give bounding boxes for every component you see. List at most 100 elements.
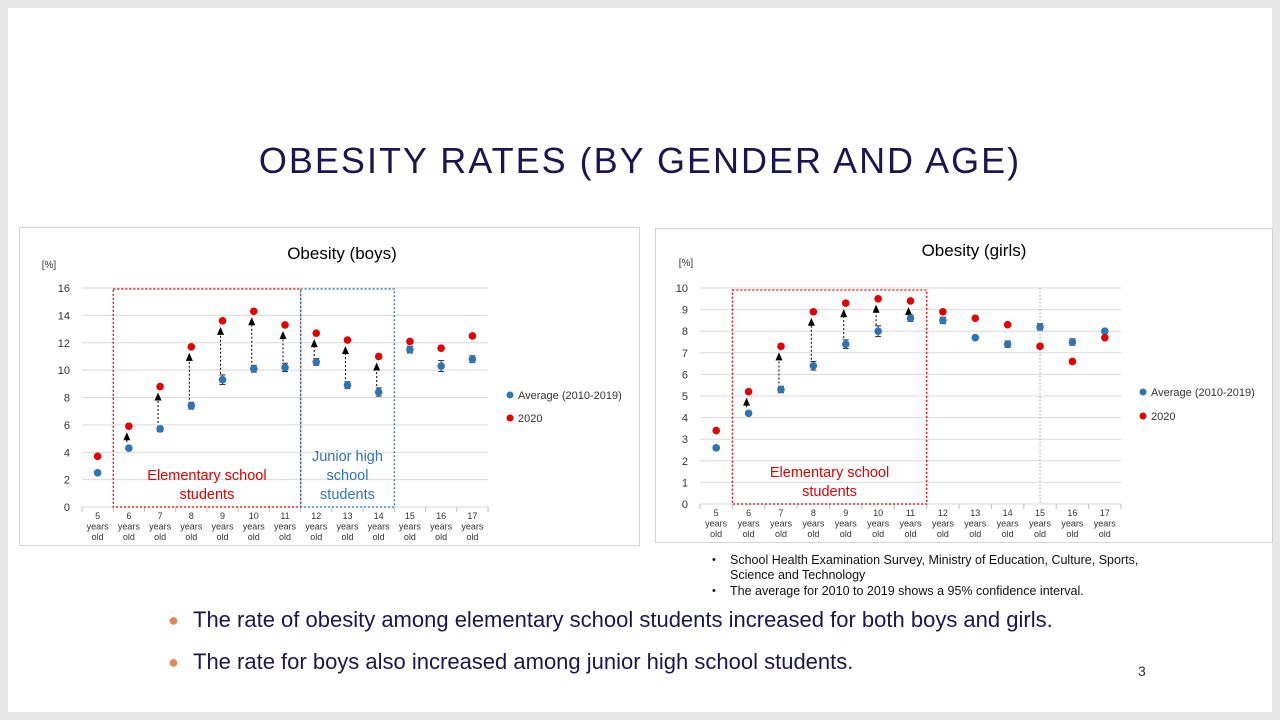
y-tick-label: 2 (64, 475, 70, 487)
ci-note: The average for 2010 to 2019 shows a 95%… (712, 584, 1172, 599)
x-tick-label: old (185, 532, 197, 542)
y-tick-label: 10 (58, 365, 70, 377)
x-tick-label: old (710, 529, 722, 539)
y2020-point (906, 297, 915, 305)
average-point (1003, 340, 1012, 348)
x-tick-label: 6 (126, 511, 131, 521)
y-tick-label: 6 (64, 420, 70, 432)
x-tick-label: 15 (405, 511, 415, 521)
x-tick-label: 8 (811, 508, 816, 518)
chart-title: Obesity (boys) (287, 244, 397, 263)
x-tick-label: 12 (311, 511, 321, 521)
average-point (312, 358, 321, 366)
group-label: Elementary school (147, 468, 266, 484)
increase-arrowhead (341, 346, 349, 355)
x-tick-label: years (705, 519, 728, 529)
x-tick-label: old (466, 532, 478, 542)
increase-arrowhead (373, 362, 381, 371)
group-label: students (180, 487, 235, 503)
legend-label-average: Average (2010-2019) (518, 390, 622, 402)
x-tick-label: 7 (158, 511, 163, 521)
x-tick-label: old (1099, 529, 1111, 539)
average-point (777, 385, 785, 394)
x-tick-label: years (835, 519, 858, 529)
legend-label-2020: 2020 (1151, 411, 1175, 423)
y2020-point (1036, 342, 1044, 351)
group-label: Elementary school (770, 465, 889, 481)
x-tick-label: 13 (970, 508, 980, 518)
group-box (731, 289, 928, 505)
x-tick-label: 14 (1003, 508, 1013, 518)
average-point (343, 381, 352, 389)
bullet-dot-icon: ● (168, 652, 179, 672)
x-tick-label: 15 (1035, 508, 1045, 518)
x-tick-label: old (807, 529, 819, 539)
x-tick-label: old (92, 532, 104, 542)
x-tick-label: years (1029, 519, 1052, 529)
average-point (1101, 327, 1109, 335)
group-label: school (327, 468, 369, 484)
average-point (1036, 323, 1044, 331)
y2020-point (93, 452, 102, 461)
x-tick-label: years (336, 522, 359, 532)
chart-panel-boys: Obesity (boys) [%] 0 2 4 6 8 10 12 14 16 5 years old 6… (19, 227, 640, 546)
average-point (187, 401, 196, 410)
x-tick-label: 10 (873, 508, 883, 518)
x-tick-label: old (743, 529, 755, 539)
x-tick-label: years (867, 519, 890, 529)
x-tick-label: 5 (714, 508, 719, 518)
x-tick-label: 14 (374, 511, 384, 521)
y2020-point (712, 426, 720, 435)
x-tick-label: 16 (436, 511, 446, 521)
x-tick-label: years (118, 522, 141, 532)
x-tick-label: old (123, 532, 135, 542)
x-tick-label: old (217, 532, 229, 542)
x-tick-label: old (248, 532, 260, 542)
x-tick-label: years (87, 522, 110, 532)
y-tick-label: 16 (58, 283, 70, 295)
y2020-point (809, 307, 818, 316)
y2020-point (343, 336, 352, 344)
average-point (406, 345, 414, 354)
group-label: students (802, 484, 857, 500)
increase-arrowhead (905, 306, 912, 315)
slide-title: OBESITY RATES (BY GENDER AND AGE) (258, 140, 1022, 181)
increase-arrowhead (279, 330, 287, 339)
y2020-point (939, 307, 947, 316)
legend-marker-average (1139, 388, 1147, 396)
x-tick-label: years (305, 522, 328, 532)
y-tick-label: 4 (682, 413, 688, 425)
x-tick-label: 8 (189, 511, 194, 521)
x-tick-label: 12 (938, 508, 948, 518)
group-box (112, 288, 302, 508)
y2020-point (156, 382, 164, 391)
increase-arrowhead (248, 317, 256, 326)
bullet-text: The rate for boys also increased among j… (193, 649, 854, 674)
y2020-point (437, 344, 445, 353)
increase-arrowhead (123, 432, 131, 441)
x-tick-label: old (969, 529, 981, 539)
x-tick-label: old (341, 532, 353, 542)
x-tick-label: years (243, 522, 266, 532)
y2020-point (312, 329, 321, 337)
increase-arrowhead (185, 352, 193, 361)
average-point (809, 361, 818, 370)
y2020-point (187, 343, 196, 351)
x-tick-label: years (899, 519, 922, 529)
average-point (281, 363, 289, 372)
legend-marker-2020 (1139, 412, 1147, 420)
x-tick-label: old (373, 532, 385, 542)
y-axis-unit-label: [%] (679, 258, 694, 269)
average-point (468, 355, 477, 363)
x-tick-label: years (461, 522, 484, 532)
average-point (744, 409, 753, 418)
x-tick-label: 17 (1100, 508, 1110, 518)
y2020-point (406, 337, 414, 346)
y2020-point (1003, 320, 1012, 329)
increase-arrowhead (310, 339, 318, 348)
x-tick-label: years (368, 522, 391, 532)
y2020-point (777, 342, 785, 351)
y-tick-label: 8 (682, 326, 688, 338)
x-tick-label: old (435, 532, 447, 542)
increase-arrowhead (217, 326, 225, 335)
